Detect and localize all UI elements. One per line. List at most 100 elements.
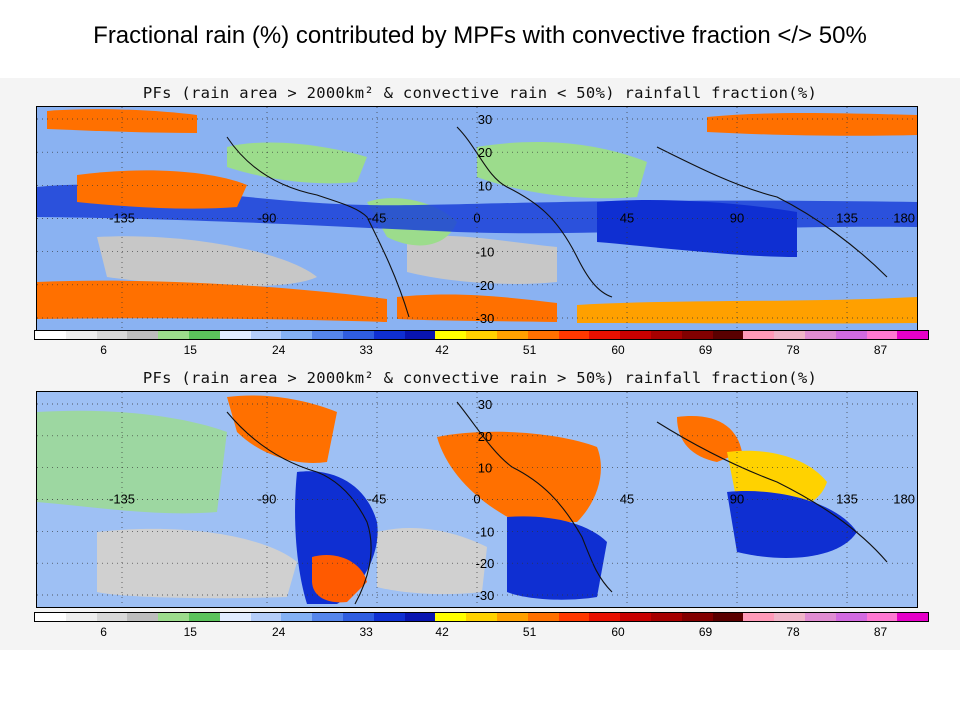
colorbar-swatch (866, 331, 898, 339)
region-la-plata-orange (312, 554, 367, 603)
region-ne-pacific-orange (77, 170, 247, 209)
colorbar-swatch (435, 331, 467, 339)
region-n-pacific-orange (47, 109, 197, 133)
colorbar-swatch (681, 331, 713, 339)
colorbar-swatch (527, 331, 559, 339)
latitude-label: 10 (478, 461, 492, 476)
colorbar-swatch (835, 613, 867, 621)
colorbar-swatch (373, 331, 405, 339)
colorbar-swatch (496, 613, 528, 621)
colorbar-swatch (281, 331, 313, 339)
colorbar-swatch (188, 613, 220, 621)
latitude-label: -20 (476, 278, 495, 293)
colorbar-tick-label: 78 (786, 625, 800, 639)
colorbar-swatch (435, 613, 467, 621)
colorbar-tick-label: 6 (100, 625, 107, 639)
region-southern-ocean-orange-east (577, 297, 917, 324)
coastline-africa (456, 401, 613, 593)
colorbar-swatch (897, 331, 929, 339)
longitude-label: 180 (893, 211, 915, 226)
colorbar-tick-label: 60 (611, 343, 625, 357)
panel-1-map: -135 -90 -45 0 45 90 135 180 30 20 10 -10 -20 -30 (36, 106, 918, 331)
colorbar-tick-label: 42 (435, 625, 449, 639)
slide-title: Fractional rain (%) contributed by MPFs … (93, 22, 867, 49)
colorbar-swatch (712, 331, 744, 339)
longitude-label: 45 (620, 492, 634, 507)
colorbar-swatch (650, 331, 682, 339)
colorbar-swatch (96, 613, 128, 621)
latitude-label: -30 (476, 588, 495, 603)
region-australia-blue (727, 491, 857, 558)
longitude-label: 90 (730, 211, 744, 226)
longitude-label: -90 (258, 211, 277, 226)
colorbar-swatch (281, 613, 313, 621)
coastline-africa (456, 126, 613, 298)
region-africa-orange (437, 431, 601, 522)
panel-1-colorbar (34, 330, 929, 340)
longitude-label: -135 (109, 492, 135, 507)
panel-1-title: PFs (rain area > 2000km² & convective ra… (142, 84, 818, 102)
colorbar-swatch (558, 613, 590, 621)
colorbar-swatch (743, 613, 775, 621)
longitude-label: -90 (258, 492, 277, 507)
panel-2-colorbar (34, 612, 929, 622)
region-s-atlantic-low (377, 527, 487, 595)
colorbar-tick-label: 60 (611, 625, 625, 639)
panel-2-map: -135 -90 -45 0 45 90 135 180 30 20 10 -10 -20 -30 (36, 391, 918, 608)
longitude-label: 90 (730, 492, 744, 507)
colorbar-swatch (127, 331, 159, 339)
colorbar-swatch (404, 331, 436, 339)
region-india-orange (677, 416, 742, 462)
colorbar-swatch (96, 331, 128, 339)
region-sahara-green (477, 142, 647, 199)
colorbar-swatch (897, 613, 929, 621)
region-se-pacific-low (97, 236, 317, 287)
colorbar-tick-label: 69 (698, 343, 713, 357)
region-se-pacific-low (97, 528, 297, 599)
colorbar-tick-label: 24 (271, 625, 286, 639)
colorbar-tick-label: 42 (435, 343, 449, 357)
panel-1-map-svg: -135 -90 -45 0 45 90 135 180 30 20 10 -10 -20 -30 (37, 107, 917, 330)
colorbar-swatch (250, 331, 282, 339)
longitude-label: 180 (893, 492, 915, 507)
longitude-label: 45 (620, 211, 634, 226)
colorbar-swatch (804, 613, 836, 621)
colorbar-tick-label: 87 (873, 625, 888, 639)
colorbar-swatch (219, 613, 251, 621)
colorbar-tick-label: 6 (100, 343, 107, 357)
latitude-label: 20 (478, 429, 492, 444)
colorbar-swatch (65, 613, 97, 621)
colorbar-swatch (712, 613, 744, 621)
colorbar-swatch (835, 331, 867, 339)
colorbar-swatch (35, 331, 66, 339)
latitude-label: 30 (478, 397, 492, 412)
colorbar-tick-label: 24 (271, 343, 286, 357)
colorbar-swatch (650, 613, 682, 621)
colorbar-tick-label: 15 (183, 625, 197, 639)
colorbar-swatch (250, 613, 282, 621)
coastline-asia-australia (656, 146, 888, 278)
longitude-label: 0 (473, 211, 480, 226)
colorbar-swatch (65, 331, 97, 339)
colorbar-tick-label: 78 (786, 343, 800, 357)
panel-2-map-svg: -135 -90 -45 0 45 90 135 180 30 20 10 -10 -20 -30 (37, 392, 917, 607)
latitude-label: -20 (476, 556, 495, 571)
longitude-label: 135 (836, 492, 858, 507)
region-nw-pacific-orange (707, 113, 917, 136)
longitude-label: 0 (473, 492, 480, 507)
panel-1-colorbar-labels: 6 15 24 33 42 51 60 69 78 87 (34, 343, 927, 359)
colorbar-swatch (589, 331, 621, 339)
colorbar-swatch (342, 331, 374, 339)
colorbar-swatch (620, 331, 651, 339)
latitude-label: 20 (478, 145, 492, 160)
colorbar-swatch (35, 613, 66, 621)
colorbar-tick-label: 69 (698, 625, 713, 639)
colorbar-tick-label: 51 (522, 625, 537, 639)
colorbar-swatch (620, 613, 651, 621)
colorbar-swatch (158, 613, 189, 621)
colorbar-swatch (866, 613, 898, 621)
colorbar-swatch (312, 331, 343, 339)
panel-2-colorbar-labels: 6 15 24 33 42 51 60 69 78 87 (34, 625, 927, 641)
colorbar-swatch (558, 331, 590, 339)
region-indian-ocean-blue (597, 200, 797, 257)
